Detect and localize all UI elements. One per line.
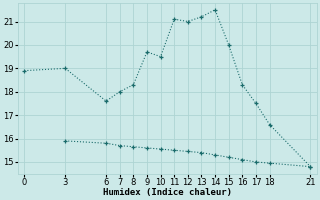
X-axis label: Humidex (Indice chaleur): Humidex (Indice chaleur): [103, 188, 232, 197]
